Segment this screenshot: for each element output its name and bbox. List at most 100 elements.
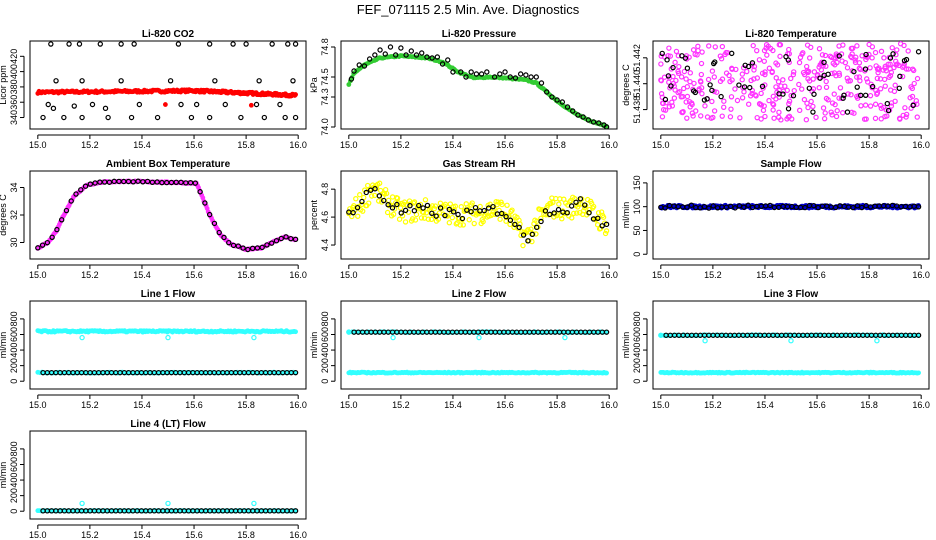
data-point	[290, 78, 296, 84]
data-point	[885, 107, 892, 114]
data-point	[820, 63, 826, 69]
data-point	[817, 62, 823, 68]
data-point	[707, 82, 713, 88]
data-point	[727, 78, 733, 85]
data-point	[915, 204, 922, 210]
data-points	[35, 328, 299, 376]
data-point	[675, 53, 682, 59]
data-point	[165, 500, 171, 507]
data-point	[911, 101, 917, 108]
data-point	[702, 103, 708, 109]
data-point	[586, 210, 592, 216]
data-point	[877, 102, 884, 109]
data-point	[858, 103, 864, 109]
chart-title: Line 4 (LT) Flow	[130, 419, 206, 430]
x-tick-label: 15.0	[29, 140, 47, 150]
y-tick-label: 0	[9, 379, 19, 384]
data-point	[844, 65, 851, 71]
y-tick-label: 4.4	[320, 239, 330, 252]
data-point	[858, 92, 864, 99]
data-point	[916, 370, 921, 376]
x-tick-label: 15.8	[860, 140, 878, 150]
data-point	[889, 45, 895, 51]
x-tick-label: 15.8	[860, 400, 878, 410]
data-point	[758, 90, 764, 97]
data-point	[762, 113, 768, 120]
data-point	[292, 236, 299, 243]
data-point	[664, 57, 670, 63]
data-point	[459, 215, 466, 222]
data-point	[491, 74, 498, 80]
data-point	[684, 65, 691, 71]
data-point	[369, 193, 375, 199]
data-point	[721, 104, 727, 111]
x-tick-label: 15.2	[704, 400, 722, 410]
y-tick-label: 400	[9, 343, 19, 358]
data-point	[188, 114, 195, 121]
data-point	[801, 96, 808, 103]
y-tick-label: 360	[9, 95, 19, 110]
data-point	[383, 190, 390, 197]
x-tick-label: 16.0	[289, 400, 307, 410]
data-point	[497, 216, 503, 222]
data-point	[537, 206, 543, 213]
data-point	[538, 218, 544, 225]
data-point	[569, 215, 575, 221]
data-point	[901, 60, 908, 67]
data-point	[894, 47, 900, 53]
data-point	[844, 109, 851, 115]
data-point	[449, 214, 456, 221]
data-point	[667, 53, 674, 59]
data-point	[659, 50, 665, 57]
data-point	[538, 215, 544, 222]
data-points	[658, 332, 922, 376]
data-point	[658, 77, 664, 83]
data-point	[864, 76, 870, 82]
data-point	[752, 92, 759, 98]
data-point	[799, 51, 805, 57]
data-point	[385, 197, 392, 204]
data-point	[533, 224, 540, 231]
data-point	[710, 203, 716, 209]
y-tick-label: 600	[9, 457, 19, 472]
data-point	[766, 97, 772, 104]
data-point	[372, 186, 378, 192]
data-point	[226, 239, 232, 246]
x-tick-label: 15.8	[237, 400, 255, 410]
data-point	[878, 105, 885, 112]
data-point	[202, 200, 208, 206]
plot-frame	[29, 170, 307, 260]
data-point	[695, 47, 701, 54]
data-point	[658, 53, 664, 59]
data-point	[422, 197, 429, 203]
data-point	[282, 114, 288, 121]
data-point	[351, 68, 357, 74]
data-point	[503, 218, 509, 224]
data-point	[814, 72, 821, 78]
data-point	[878, 48, 885, 55]
data-point	[499, 210, 505, 217]
data-point	[747, 93, 754, 99]
y-tick-label: 380	[9, 79, 19, 94]
data-point	[167, 78, 174, 84]
data-points	[35, 178, 299, 253]
data-point	[666, 45, 672, 51]
data-point	[796, 107, 803, 114]
data-point	[206, 211, 213, 218]
data-point	[777, 53, 783, 60]
data-point	[805, 76, 811, 82]
data-point	[726, 72, 732, 79]
data-point	[466, 217, 472, 223]
data-point	[469, 200, 475, 206]
data-points	[346, 44, 610, 129]
data-point	[810, 109, 816, 115]
data-point	[810, 103, 816, 110]
data-point	[754, 75, 761, 81]
data-point	[411, 208, 418, 214]
data-point	[701, 97, 708, 103]
data-point	[211, 220, 218, 227]
data-point	[68, 198, 74, 204]
data-point	[896, 115, 903, 122]
data-point	[249, 245, 256, 252]
data-point	[886, 74, 892, 80]
